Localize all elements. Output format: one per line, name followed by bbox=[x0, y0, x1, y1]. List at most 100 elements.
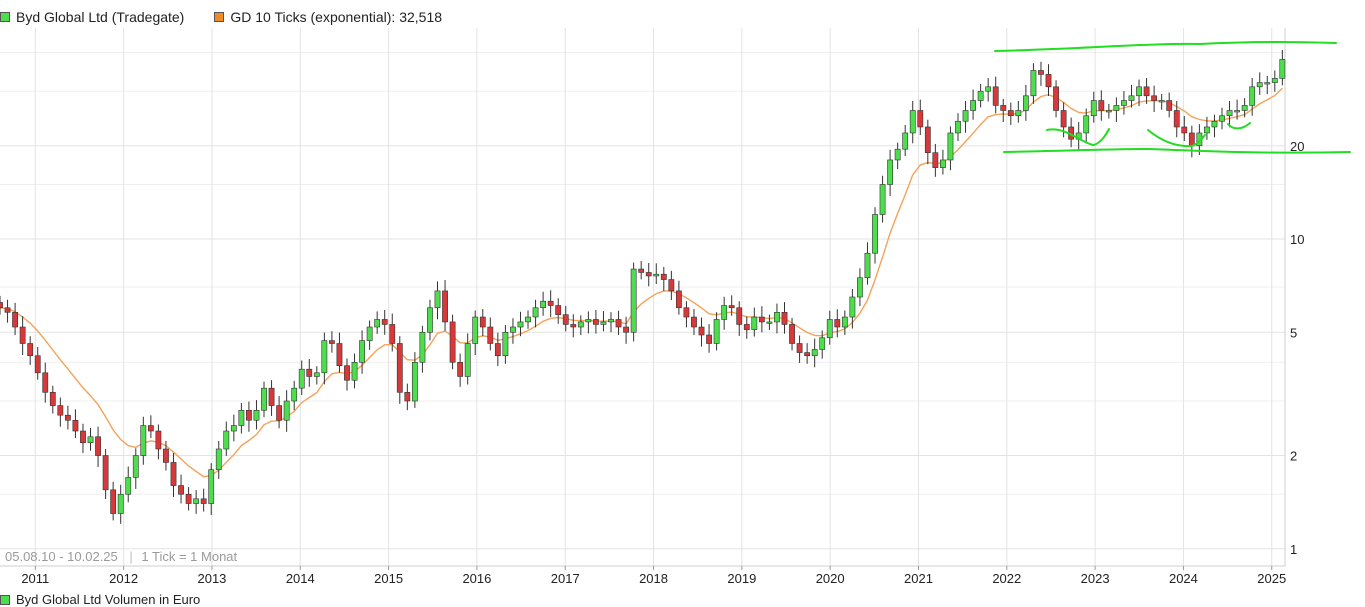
candle bbox=[955, 113, 961, 141]
candle bbox=[600, 311, 607, 332]
candle bbox=[1113, 97, 1120, 122]
candle-body bbox=[517, 321, 524, 328]
candle-body bbox=[510, 326, 516, 333]
candle-body bbox=[434, 290, 441, 309]
candle-body bbox=[223, 430, 230, 450]
candle-body bbox=[721, 305, 728, 320]
candle bbox=[208, 463, 215, 516]
candle-body bbox=[329, 340, 335, 344]
candle-body bbox=[1007, 110, 1014, 117]
candle-body bbox=[1234, 110, 1240, 113]
candle bbox=[970, 89, 976, 120]
candle bbox=[87, 428, 94, 451]
candle bbox=[1068, 117, 1075, 148]
candle-body bbox=[457, 362, 464, 377]
candle-body bbox=[27, 343, 34, 357]
candle-body bbox=[163, 448, 169, 463]
candle-body bbox=[789, 324, 795, 344]
y-tick-label: 5 bbox=[1290, 325, 1297, 340]
candle-body bbox=[804, 352, 811, 357]
candle-body bbox=[1151, 95, 1158, 101]
candle bbox=[494, 332, 501, 367]
candle-body bbox=[638, 268, 645, 273]
candle-body bbox=[381, 319, 388, 325]
candle-body bbox=[185, 493, 192, 504]
candle bbox=[811, 338, 818, 368]
candle bbox=[374, 311, 381, 334]
x-tick-label: 2019 bbox=[727, 571, 756, 586]
candle bbox=[615, 310, 622, 336]
candle-body bbox=[992, 86, 999, 106]
candle bbox=[706, 324, 712, 353]
candle-body bbox=[268, 387, 275, 406]
candle bbox=[623, 316, 629, 344]
candle-body bbox=[1249, 86, 1256, 106]
candle bbox=[721, 296, 728, 330]
candle bbox=[562, 305, 569, 332]
candle bbox=[593, 309, 599, 334]
candle bbox=[751, 307, 758, 337]
candle-body bbox=[479, 316, 486, 328]
candle-body bbox=[411, 362, 418, 402]
candle bbox=[366, 320, 373, 350]
candle-body bbox=[359, 340, 365, 363]
candle bbox=[34, 346, 41, 380]
candle bbox=[1264, 75, 1271, 95]
candle bbox=[675, 280, 682, 315]
candle bbox=[1211, 114, 1218, 138]
candle-body bbox=[261, 387, 267, 411]
candle-body bbox=[132, 455, 139, 478]
candle-body bbox=[608, 319, 614, 323]
candle-body bbox=[321, 340, 328, 374]
legend-item-price[interactable]: Byd Global Ltd (Tradegate) bbox=[0, 9, 184, 25]
trendline-stroke bbox=[994, 41, 1337, 52]
x-tick-label: 2014 bbox=[286, 571, 315, 586]
legend-item-moving-average[interactable]: GD 10 Ticks (exponential): 32,518 bbox=[214, 9, 442, 25]
candle-body bbox=[1279, 59, 1286, 79]
candle-body bbox=[977, 90, 984, 101]
candle-body bbox=[1211, 120, 1218, 128]
candle-body bbox=[1000, 105, 1007, 111]
candle bbox=[932, 143, 939, 177]
candle bbox=[80, 423, 86, 454]
candle bbox=[577, 315, 584, 336]
candle bbox=[253, 400, 260, 430]
candle bbox=[1128, 84, 1135, 108]
candle bbox=[547, 290, 554, 318]
candle bbox=[200, 488, 207, 512]
candle bbox=[774, 303, 780, 334]
candle bbox=[359, 330, 365, 374]
candle-body bbox=[283, 400, 290, 421]
candle bbox=[110, 481, 117, 521]
candle-body bbox=[140, 425, 147, 456]
candle-body bbox=[796, 343, 803, 353]
candle-body bbox=[1128, 95, 1135, 101]
candle-body bbox=[1158, 100, 1165, 103]
y-tick-label: 20 bbox=[1290, 139, 1304, 154]
candle bbox=[789, 317, 795, 351]
candle-body bbox=[208, 469, 215, 504]
legend-label-price: Byd Global Ltd (Tradegate) bbox=[16, 9, 185, 25]
candle-body bbox=[487, 326, 494, 344]
candle-body bbox=[1204, 126, 1210, 134]
candle bbox=[0, 295, 3, 315]
candle-body bbox=[909, 110, 916, 134]
volume-legend[interactable]: Byd Global Ltd Volumen in Euro bbox=[0, 592, 200, 607]
candle bbox=[758, 306, 765, 333]
candle bbox=[1279, 49, 1286, 86]
candle-body bbox=[49, 392, 56, 406]
candle bbox=[766, 314, 773, 330]
candle-body bbox=[1241, 105, 1248, 111]
candle-body bbox=[0, 302, 3, 309]
chart-legend: Byd Global Ltd (Tradegate) GD 10 Ticks (… bbox=[0, 9, 472, 25]
candle-body bbox=[872, 214, 878, 254]
candle-body bbox=[464, 343, 471, 377]
candle-body bbox=[215, 448, 222, 471]
candle bbox=[276, 396, 282, 429]
candle bbox=[638, 261, 645, 280]
candle bbox=[683, 301, 690, 328]
candle bbox=[268, 380, 275, 416]
candle bbox=[396, 336, 403, 404]
candle-body bbox=[1030, 70, 1037, 97]
